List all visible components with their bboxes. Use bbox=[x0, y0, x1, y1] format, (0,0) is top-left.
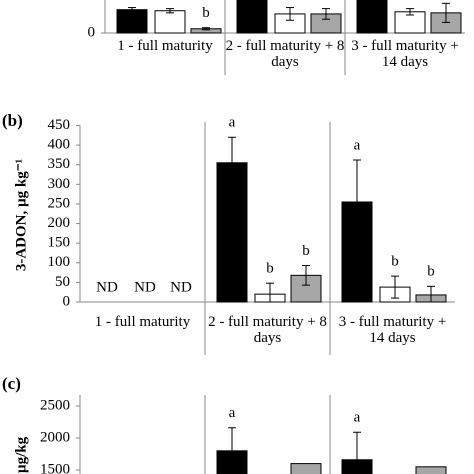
x-tick-label: 3 - full maturity + 14 days bbox=[351, 38, 459, 70]
y-tick-label: 250 bbox=[48, 195, 71, 211]
significance-letter: ND bbox=[96, 279, 118, 295]
significance-letter: ND bbox=[134, 279, 156, 295]
y-tick-label: 150 bbox=[48, 235, 71, 251]
y-tick-label: 50 bbox=[55, 274, 70, 290]
panel-label: (c) bbox=[2, 374, 21, 393]
panel-label: (b) bbox=[2, 111, 23, 130]
significance-letter: a bbox=[354, 137, 361, 153]
y-axis-label: µg/kg bbox=[13, 436, 29, 473]
bar bbox=[290, 463, 322, 474]
y-tick-label: 1500 bbox=[40, 461, 70, 474]
bar bbox=[356, 0, 388, 34]
x-tick-label: 2 - full maturity + 8 days bbox=[225, 38, 345, 70]
x-tick-label: 1 - full maturity bbox=[94, 314, 191, 330]
y-axis-label: 3-ADON, µg kg⁻¹ bbox=[13, 159, 29, 271]
y-tick-label: 200 bbox=[48, 215, 71, 231]
y-tick-label: 300 bbox=[48, 176, 71, 192]
significance-letter: b bbox=[266, 261, 274, 277]
significance-letter: b bbox=[202, 5, 210, 21]
significance-letter: b bbox=[427, 264, 435, 280]
significance-letter: a bbox=[354, 410, 361, 426]
significance-letter: b bbox=[302, 243, 310, 259]
significance-letter: b bbox=[391, 254, 399, 270]
bar bbox=[236, 0, 268, 34]
y-tick-label: 0 bbox=[88, 24, 96, 40]
significance-letter: a bbox=[229, 405, 236, 421]
bar bbox=[116, 9, 148, 34]
x-tick-label: 1 - full maturity bbox=[117, 38, 213, 54]
y-tick-label: 450 bbox=[48, 117, 71, 133]
y-tick-label: 100 bbox=[48, 254, 71, 270]
bar bbox=[415, 466, 447, 474]
x-tick-label: 2 - full maturity + 8 days bbox=[208, 314, 327, 346]
y-tick-label: 350 bbox=[48, 156, 71, 172]
bar bbox=[154, 10, 186, 34]
x-tick-label: 3 - full maturity + 14 days bbox=[338, 314, 447, 346]
significance-letter: a bbox=[229, 115, 236, 131]
y-tick-label: 2500 bbox=[40, 397, 70, 413]
y-tick-label: 400 bbox=[48, 137, 71, 153]
y-tick-label: 2000 bbox=[40, 429, 70, 445]
y-tick-label: 0 bbox=[63, 293, 71, 309]
significance-letter: ND bbox=[170, 279, 192, 295]
